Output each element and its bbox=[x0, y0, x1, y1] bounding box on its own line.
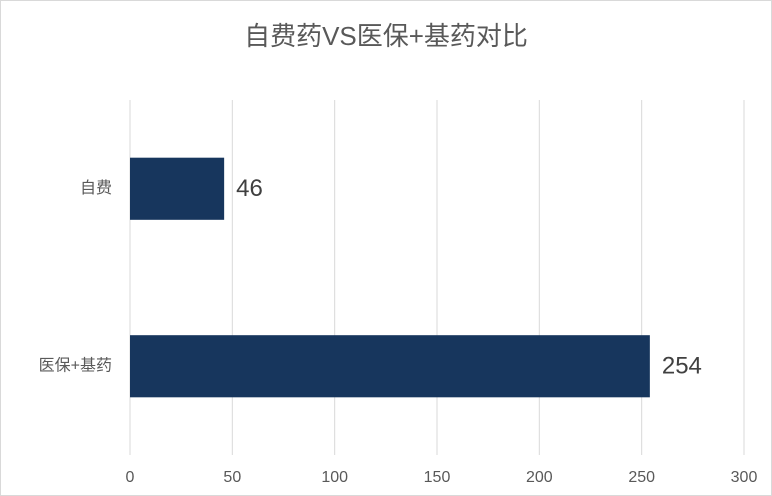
y-tick-label: 医保+基药 bbox=[39, 356, 112, 374]
x-tick-label: 200 bbox=[526, 469, 553, 486]
bar bbox=[130, 157, 225, 220]
y-tick-label: 自费 bbox=[80, 179, 112, 197]
x-tick-label: 0 bbox=[126, 469, 135, 486]
x-tick-label: 250 bbox=[628, 469, 655, 486]
data-label: 254 bbox=[662, 353, 702, 380]
x-tick-label: 300 bbox=[731, 469, 758, 486]
bar bbox=[130, 335, 650, 398]
x-tick-label: 150 bbox=[424, 469, 451, 486]
chart-title: 自费药VS医保+基药对比 bbox=[244, 21, 528, 51]
data-label: 46 bbox=[236, 175, 263, 202]
x-tick-label: 100 bbox=[321, 469, 348, 486]
x-tick-label: 50 bbox=[223, 469, 241, 486]
